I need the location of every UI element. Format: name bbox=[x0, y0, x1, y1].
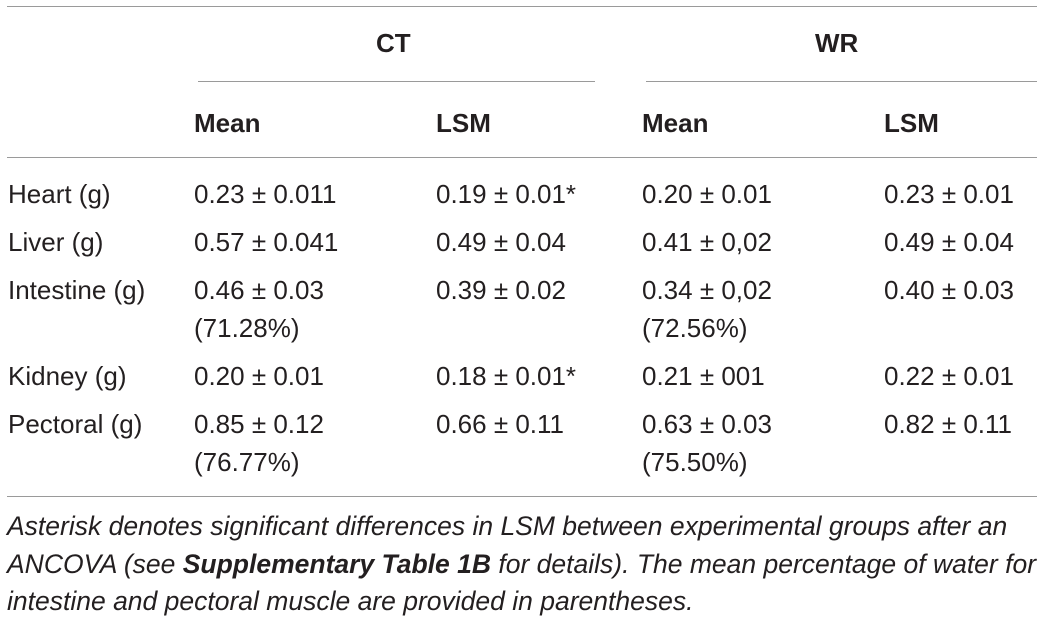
caption-supplementary-link[interactable]: Supplementary Table 1B bbox=[182, 548, 492, 579]
cell-kidney-ct-mean: 0.20 ± 0.01 bbox=[194, 361, 324, 391]
cell-kidney-wr-lsm: 0.22 ± 0.01 bbox=[884, 361, 1014, 391]
cell-liver-wr-lsm: 0.49 ± 0.04 bbox=[884, 227, 1014, 257]
table-caption: Asterisk denotes significant differences… bbox=[7, 508, 1041, 621]
cell-pectoral-wr-mean-pct: (75.50%) bbox=[642, 447, 748, 477]
table-bottom-rule bbox=[7, 496, 1037, 497]
cell-kidney-ct-lsm: 0.18 ± 0.01* bbox=[436, 361, 577, 391]
cell-intestine-ct-lsm: 0.39 ± 0.02 bbox=[436, 275, 566, 305]
cell-heart-ct-mean: 0.23 ± 0.011 bbox=[194, 179, 337, 209]
caption-text-part2: for details). The mean percentage of wat… bbox=[7, 548, 1037, 617]
row-label-liver: Liver (g) bbox=[8, 227, 104, 257]
cell-kidney-wr-mean: 0.21 ± 001 bbox=[642, 361, 765, 391]
cell-liver-ct-mean: 0.57 ± 0.041 bbox=[194, 227, 339, 257]
cell-intestine-ct-mean: 0.46 ± 0.03 bbox=[194, 275, 324, 305]
table-top-rule bbox=[7, 6, 1037, 7]
col-header-ct-lsm: LSM bbox=[436, 108, 491, 138]
cell-pectoral-ct-mean-pct: (76.77%) bbox=[194, 447, 300, 477]
col-header-wr-lsm: LSM bbox=[884, 108, 939, 138]
cell-heart-wr-mean: 0.20 ± 0.01 bbox=[642, 179, 772, 209]
cell-pectoral-ct-lsm: 0.66 ± 0.11 bbox=[436, 409, 564, 439]
ct-group-rule bbox=[198, 81, 595, 82]
col-header-wr-mean: Mean bbox=[642, 108, 709, 138]
wr-group-rule bbox=[646, 81, 1037, 82]
caption-text-part1: Asterisk denotes significant differences… bbox=[7, 511, 1008, 579]
cell-intestine-wr-mean-pct: (72.56%) bbox=[642, 313, 748, 343]
col-header-ct-mean: Mean bbox=[194, 108, 261, 138]
row-label-heart: Heart (g) bbox=[8, 179, 111, 209]
cell-pectoral-ct-mean: 0.85 ± 0.12 bbox=[194, 409, 324, 439]
cell-liver-wr-mean: 0.41 ± 0,02 bbox=[642, 227, 772, 257]
group-header-wr: WR bbox=[815, 28, 859, 58]
row-label-kidney: Kidney (g) bbox=[8, 361, 127, 391]
cell-intestine-wr-lsm: 0.40 ± 0.03 bbox=[884, 275, 1014, 305]
cell-intestine-ct-mean-pct: (71.28%) bbox=[194, 313, 300, 343]
cell-pectoral-wr-lsm: 0.82 ± 0.11 bbox=[884, 409, 1012, 439]
row-label-pectoral: Pectoral (g) bbox=[8, 409, 143, 439]
header-bottom-rule bbox=[7, 157, 1037, 158]
cell-intestine-wr-mean: 0.34 ± 0,02 bbox=[642, 275, 772, 305]
cell-heart-wr-lsm: 0.23 ± 0.01 bbox=[884, 179, 1014, 209]
row-label-intestine: Intestine (g) bbox=[8, 275, 146, 305]
cell-liver-ct-lsm: 0.49 ± 0.04 bbox=[436, 227, 566, 257]
cell-pectoral-wr-mean: 0.63 ± 0.03 bbox=[642, 409, 772, 439]
cell-heart-ct-lsm: 0.19 ± 0.01* bbox=[436, 179, 577, 209]
group-header-ct: CT bbox=[376, 28, 411, 58]
